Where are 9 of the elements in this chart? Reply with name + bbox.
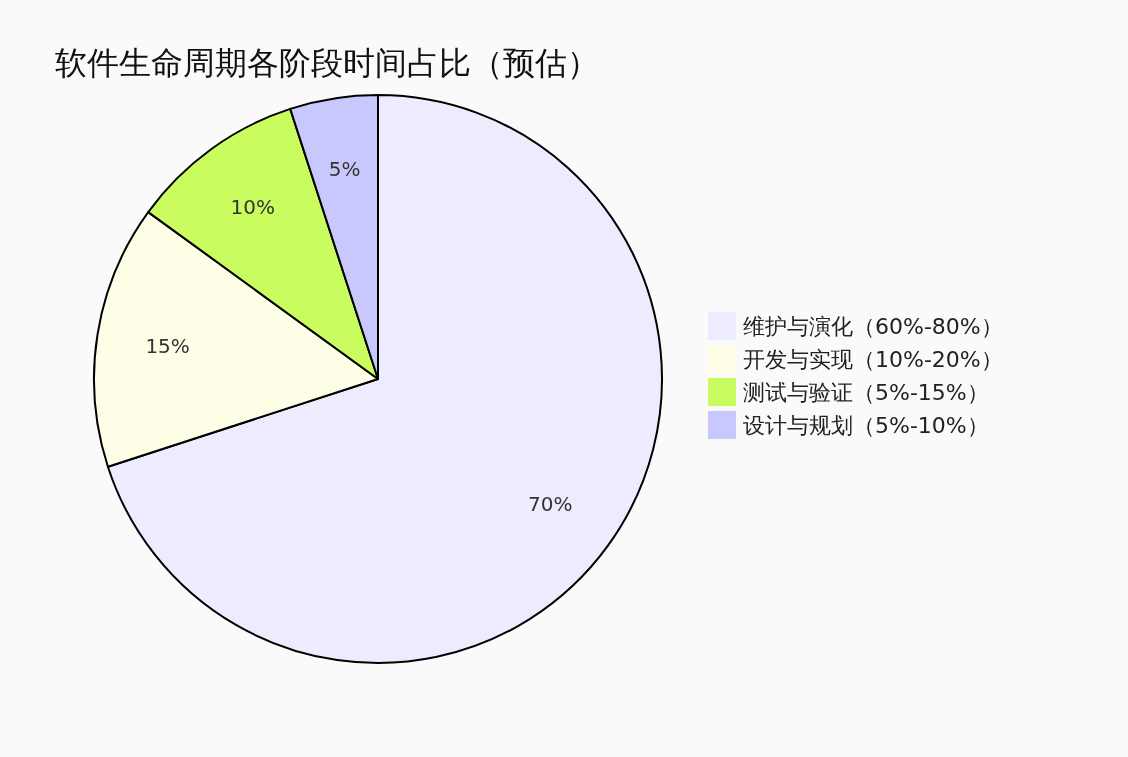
legend-label: 测试与验证（5%-15%） xyxy=(743,379,989,405)
data-label: 70% xyxy=(528,492,573,517)
legend-label: 设计与规划（5%-10%） xyxy=(743,412,989,438)
legend-label: 开发与实现（10%-20%） xyxy=(743,346,1003,372)
data-label: 15% xyxy=(145,333,190,358)
legend-label: 维护与演化（60%-80%） xyxy=(743,313,1003,339)
chart-title: 软件生命周期各阶段时间占比（预估） xyxy=(55,44,599,82)
data-label: 10% xyxy=(230,194,276,219)
data-label: 5% xyxy=(328,156,361,181)
